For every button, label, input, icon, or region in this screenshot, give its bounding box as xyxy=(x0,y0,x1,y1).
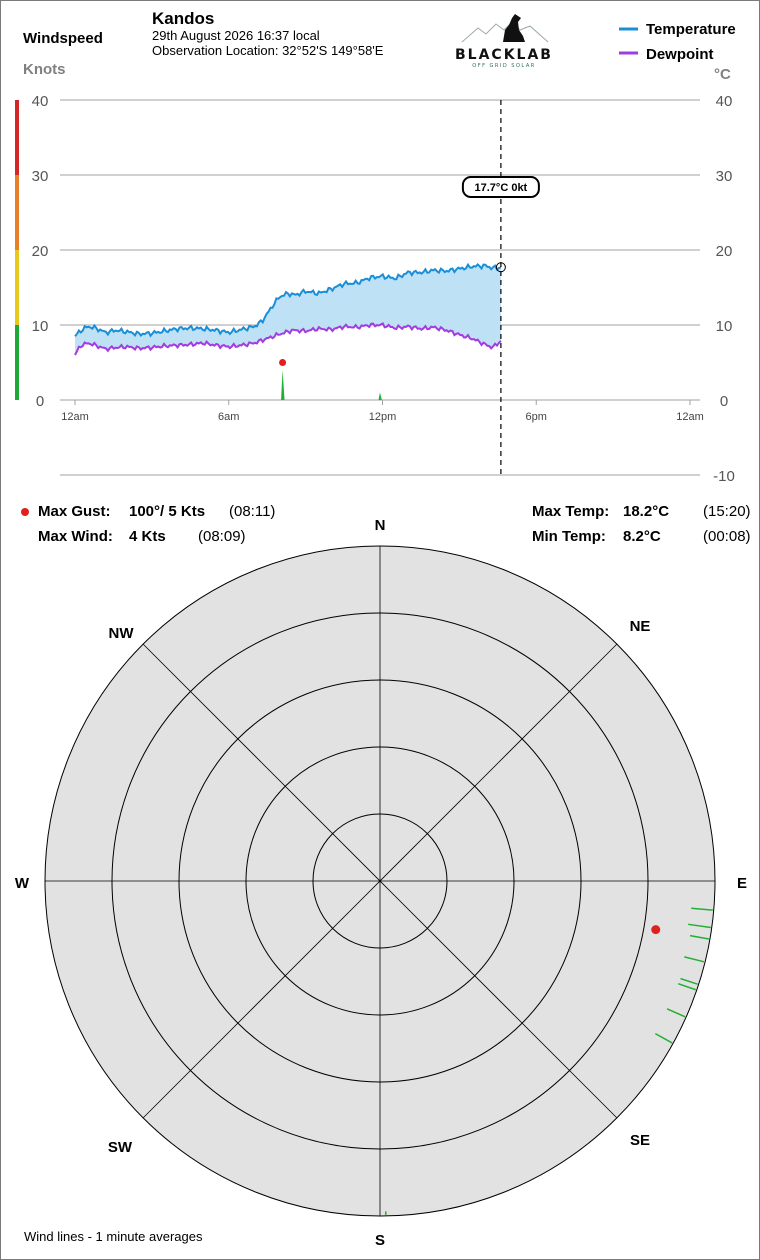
compass-label-s: S xyxy=(375,1232,385,1249)
max-wind-value: 4 Kts xyxy=(129,528,166,545)
cursor-point xyxy=(495,262,506,273)
footer-note: Wind lines - 1 minute averages xyxy=(24,1229,203,1244)
max-temp-time: (15:20) xyxy=(703,503,751,520)
right-tick-label: -10 xyxy=(713,468,735,485)
wind-sample-6 xyxy=(666,1008,686,1018)
wind-bar-0 xyxy=(281,370,285,400)
right-tick-label: 20 xyxy=(716,243,733,260)
right-tick-label: 40 xyxy=(716,93,733,110)
max-wind-label: Max Wind: xyxy=(38,528,113,545)
compass-label-n: N xyxy=(375,517,386,534)
wind-sample-3 xyxy=(684,956,705,963)
windspeed-scale-band-0 xyxy=(15,325,19,400)
axis-ticks: 12am 6am 12pm 6pm 12am 0 10 20 30 40 -10 0 10 20 30 40 xyxy=(32,93,735,485)
windspeed-axis-title: Windspeed xyxy=(23,30,103,47)
compass-label-e: E xyxy=(737,875,747,892)
wind-sample-5 xyxy=(677,982,697,991)
compass-label-sw: SW xyxy=(108,1139,133,1156)
max-gust-legend-dot xyxy=(21,508,29,516)
cursor-label-box xyxy=(461,176,540,198)
windspeed-scale-band-1 xyxy=(15,250,19,325)
temp-dew-fill xyxy=(75,264,501,355)
right-tick-label: 0 xyxy=(720,393,728,410)
max-temp-value: 18.2°C xyxy=(623,503,670,520)
wind-sample-2 xyxy=(689,934,710,940)
compass-label-nw: NW xyxy=(109,625,135,642)
windspeed-unit: Knots xyxy=(23,61,66,78)
min-temp-value: 8.2°C xyxy=(623,528,661,545)
brand-name: BLACKLAB xyxy=(455,47,553,63)
x-tick-label: 6pm xyxy=(526,411,547,423)
station-name: Kandos xyxy=(152,9,215,28)
wind-sample-0 xyxy=(691,907,713,911)
right-tick-label: 10 xyxy=(716,318,733,335)
left-tick-label: 30 xyxy=(32,168,49,185)
wind-bar-1 xyxy=(378,392,382,400)
right-tick-label: 30 xyxy=(716,168,733,185)
left-tick-label: 20 xyxy=(32,243,49,260)
wind-bars xyxy=(279,359,382,400)
max-temp-label: Max Temp: xyxy=(532,503,610,520)
windspeed-scale-bar xyxy=(15,100,19,400)
max-gust-point xyxy=(279,359,287,366)
rose-diagonal-sw-ne xyxy=(142,643,618,1119)
location-line: Observation Location: 32°52'S 149°58'E xyxy=(152,43,384,58)
wind-sample-1 xyxy=(688,923,711,929)
left-tick-label: 0 xyxy=(36,393,44,410)
temperature-unit: °C xyxy=(714,66,731,83)
max-wind-time: (08:09) xyxy=(198,528,246,545)
cursor-group: 17.7°C 0kt xyxy=(461,100,540,476)
brand-tagline: OFF GRID SOLAR xyxy=(472,63,535,69)
wind-sample-4 xyxy=(680,977,698,985)
left-tick-label: 10 xyxy=(32,318,49,335)
date-line: 29th August 2026 16:37 local xyxy=(152,28,320,43)
x-tick-label: 12am xyxy=(61,411,89,423)
x-tick-label: 12am xyxy=(676,411,704,423)
compass-label-se: SE xyxy=(630,1132,650,1149)
min-temp-label: Min Temp: xyxy=(532,528,606,545)
temperature-line xyxy=(74,262,502,338)
dog-icon xyxy=(503,14,525,42)
mountain-icon xyxy=(461,21,549,43)
windspeed-scale-band-2 xyxy=(15,175,19,250)
windspeed-scale-band-3 xyxy=(15,100,19,175)
compass-label-w: W xyxy=(15,875,30,892)
cursor-label: 17.7°C 0kt xyxy=(475,182,528,194)
x-tick-label: 12pm xyxy=(369,411,397,423)
max-gust-time: (08:11) xyxy=(229,503,276,520)
legend-swatches xyxy=(619,27,638,55)
left-tick-label: 40 xyxy=(32,93,49,110)
wind-sample-7 xyxy=(654,1032,673,1044)
legend-dewpoint: Dewpoint xyxy=(646,46,714,63)
wind-rose: N NE E SE S SW W NW xyxy=(15,508,747,1249)
rose-max-gust-point xyxy=(651,925,661,935)
min-temp-time: (00:08) xyxy=(703,528,751,545)
x-tick-label: 6am xyxy=(218,411,239,423)
dewpoint-line xyxy=(74,322,502,356)
temp-dew-band xyxy=(75,264,501,355)
series-lines xyxy=(74,262,502,356)
compass-label-ne: NE xyxy=(630,618,651,635)
legend-temperature: Temperature xyxy=(646,21,736,38)
max-gust-label: Max Gust: xyxy=(38,503,111,520)
max-gust-value: 100°/ 5 Kts xyxy=(129,503,206,520)
